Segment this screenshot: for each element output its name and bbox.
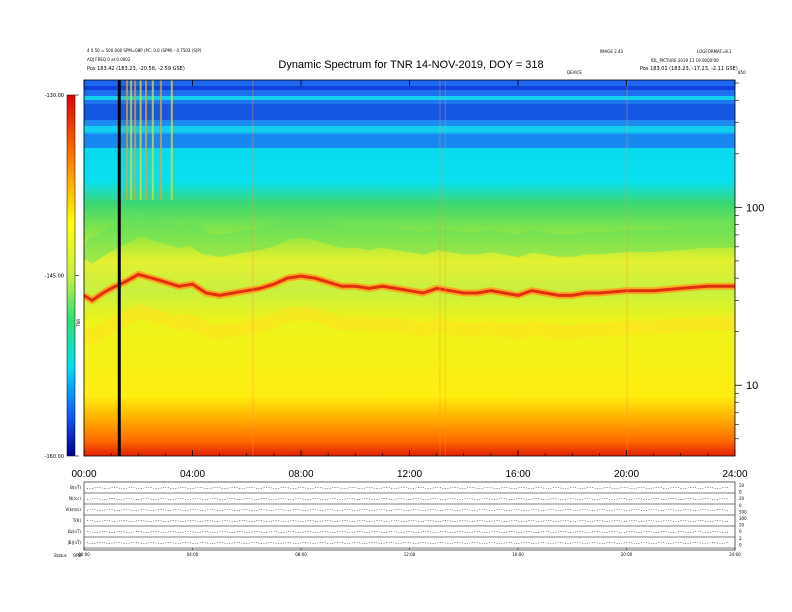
interference-band-1 bbox=[84, 96, 735, 100]
burst-streak-6 bbox=[159, 80, 162, 200]
colorbar bbox=[66, 94, 76, 457]
lower-x-tick-label: 16:00 bbox=[512, 552, 524, 557]
colorbar-ticks: -130.00 -145.00 -160.00 bbox=[45, 93, 79, 460]
faint-streak-0 bbox=[252, 80, 254, 456]
chart-title: Dynamic Spectrum for TNR 14-NOV-2019, DO… bbox=[278, 59, 543, 71]
header-center-small: DEVICE bbox=[567, 70, 582, 75]
lower-panel-row-label: T(K) bbox=[72, 518, 82, 523]
lower-panel-trace bbox=[86, 541, 730, 545]
x-tick-label: 16:00 bbox=[505, 469, 530, 480]
lower-panel-trace bbox=[86, 508, 730, 512]
x-tick-label: 24:00 bbox=[722, 469, 747, 480]
y-axis-right: 100 10 bbox=[735, 82, 764, 440]
burst-streak-2 bbox=[134, 80, 137, 200]
burst-streak-7 bbox=[170, 80, 173, 200]
lower-emission-band bbox=[84, 303, 735, 346]
footer-status-value: ORB bbox=[73, 553, 82, 558]
colorbar-unit-label: TNR bbox=[76, 319, 81, 328]
burst-streak-4 bbox=[145, 80, 148, 200]
lower-panel-trace bbox=[86, 530, 730, 534]
lower-panel-row-label: |B|(nT) bbox=[67, 540, 81, 545]
lower-panel-trace bbox=[86, 497, 730, 501]
lower-x-tick-label: 08:00 bbox=[295, 552, 307, 557]
lower-panel-right-tick: 20 bbox=[739, 523, 745, 528]
y-axis-top-label: 850 bbox=[738, 70, 746, 75]
lower-panel-right-tick: 20 bbox=[739, 483, 745, 488]
colorbar-tick-label: -145.00 bbox=[45, 274, 64, 280]
lower-panel-right-tick: 500 bbox=[739, 509, 747, 514]
colorbar-tick-label: -130.00 bbox=[45, 93, 64, 99]
lower-panel-row-label: Bz(nT) bbox=[68, 529, 81, 534]
lower-x-tick-label: 04:00 bbox=[187, 552, 199, 557]
lower-panel-right-tick: 0 bbox=[739, 503, 742, 508]
faint-streak-1 bbox=[439, 80, 441, 456]
x-tick-label: 00:00 bbox=[71, 469, 96, 480]
burst-streak-5 bbox=[151, 80, 154, 200]
x-tick-label: 08:00 bbox=[288, 469, 313, 480]
header-right-line-2: LOGFORMAT=8.1 bbox=[697, 49, 732, 54]
faint-streak-2 bbox=[444, 80, 446, 456]
lower-panel-right-tick: 300 bbox=[739, 516, 747, 521]
upper-emission-band bbox=[84, 212, 735, 264]
lower-x-tick-label: 00:00 bbox=[78, 552, 90, 557]
interference-band-0 bbox=[84, 86, 735, 90]
burst-streak-0 bbox=[126, 80, 129, 200]
lower-panel-row-label: V(km/s) bbox=[65, 507, 81, 512]
interference-band-3 bbox=[84, 126, 735, 132]
header-right-line-1: IMAGE 2.43 bbox=[600, 49, 624, 54]
plasma-line bbox=[84, 272, 735, 303]
lower-x-tick-label: 12:00 bbox=[404, 552, 416, 557]
y-tick-label: 10 bbox=[746, 380, 758, 392]
x-axis: 00:00 04:00 08:00 12:00 16:00 20:00 24:00 bbox=[71, 80, 748, 480]
header-left-line-3: Pos 183.42 (183.23, -20.58, -2.59 GSE) bbox=[87, 66, 185, 72]
lower-panel-right-tick: 20 bbox=[739, 496, 745, 501]
interference-band-2 bbox=[84, 104, 735, 120]
lower-panels: B(nT)N(/cc)V(km/s)T(K)Bz(nT)|B|(nT)20020… bbox=[65, 481, 747, 557]
burst-streak-1 bbox=[130, 80, 133, 200]
header-left-line-2: ADJ FREQ 0 at 0.0002 bbox=[87, 57, 131, 62]
x-tick-label: 04:00 bbox=[180, 469, 205, 480]
burst-streak-3 bbox=[139, 80, 142, 200]
lower-panel-right-tick: 2 bbox=[739, 536, 742, 541]
header-left-line-1: 4 0.50 = 500.000 SPM=08P (PC: 0.0 (SPM) … bbox=[87, 48, 202, 53]
faint-streak-3 bbox=[626, 80, 628, 456]
lower-x-tick-label: 24:00 bbox=[729, 552, 741, 557]
spectrogram bbox=[84, 80, 735, 456]
lower-panel-trace bbox=[86, 486, 730, 490]
lower-panel-right-tick: 0 bbox=[739, 529, 742, 534]
lower-panel-frame bbox=[83, 481, 736, 551]
x-tick-label: 12:00 bbox=[397, 469, 422, 480]
y-tick-label: 100 bbox=[746, 202, 764, 214]
footer-status-label: Status bbox=[54, 553, 67, 558]
lower-panel-right-tick: 0 bbox=[739, 490, 742, 495]
header-right-line-3: IDL_PICTURE 2019 11 19.0000:00 bbox=[651, 58, 719, 63]
header-right-line-4: Pos 183.01 (183.23, -17.23, -2.11 GSE) bbox=[640, 66, 738, 72]
data-gap-line bbox=[117, 80, 121, 456]
colorbar-tick-label: -160.00 bbox=[45, 454, 64, 460]
interference-band-4 bbox=[84, 134, 735, 148]
lower-panel-row-label: N(/cc) bbox=[69, 496, 81, 501]
lower-panel-row-label: B(nT) bbox=[70, 485, 81, 490]
x-tick-label: 20:00 bbox=[614, 469, 639, 480]
lower-panel-right-tick: 0 bbox=[739, 542, 742, 547]
lower-panel-trace bbox=[86, 519, 730, 523]
lower-x-tick-label: 20:00 bbox=[621, 552, 633, 557]
